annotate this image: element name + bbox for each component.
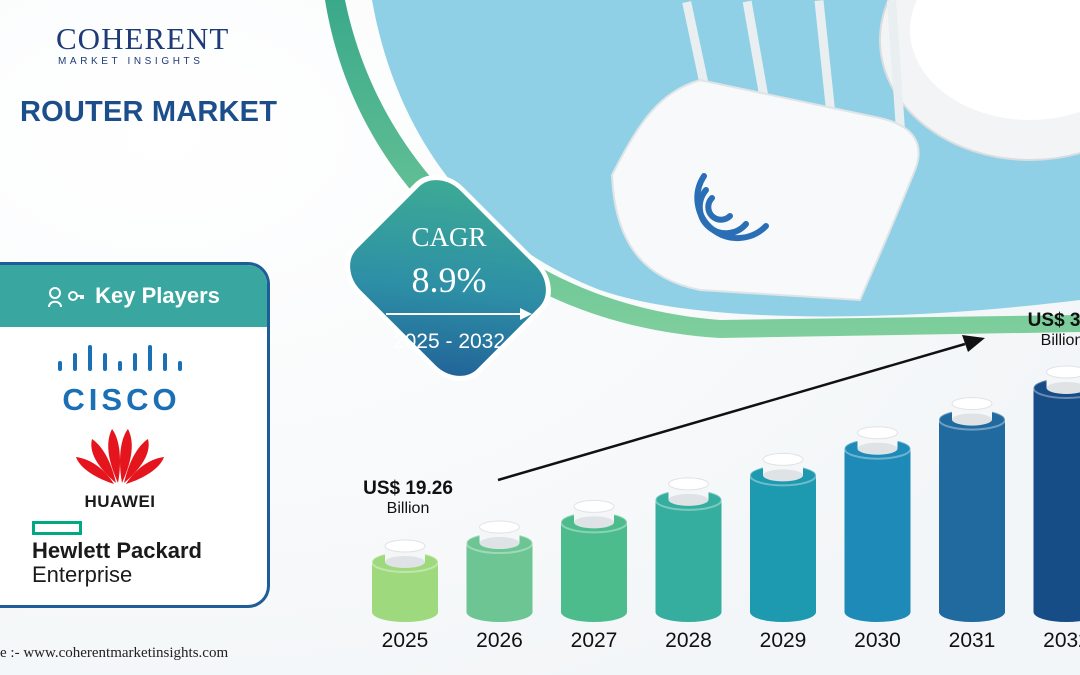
cisco-name: CISCO: [62, 382, 181, 417]
trend-arrow: [497, 342, 966, 482]
bar-2031: [938, 397, 1006, 622]
key-players-card: Key Players CISCO: [0, 262, 270, 608]
trend-arrow-head: [962, 335, 985, 352]
logo-name: COHERENT: [56, 21, 230, 56]
huawei-name: HUAWEI: [84, 492, 156, 511]
key-players-title: Key Players: [95, 283, 220, 308]
start-value-label: US$ 19.26 Billion: [348, 478, 468, 518]
cagr-value: 8.9%: [411, 260, 487, 300]
coherent-logo: COHERENT MARKET INSIGHTS: [56, 21, 266, 68]
bar-2028: [654, 477, 723, 622]
source-text: e :- www.coherentmarketinsights.com: [0, 645, 229, 661]
handshake-key-icon: [48, 287, 85, 308]
year-label-2030: 2030: [854, 629, 901, 652]
cagr-label: CAGR: [411, 222, 487, 252]
bar-2026: [465, 520, 534, 622]
bar-2027: [560, 499, 628, 622]
year-label-2032: 2032: [1043, 629, 1080, 652]
year-label-2025: 2025: [382, 629, 429, 652]
year-label-2026: 2026: [476, 629, 523, 652]
cisco-bars-icon: [58, 345, 182, 371]
router-illustration: [610, 0, 920, 302]
huawei-logo: HUAWEI: [70, 425, 170, 512]
year-label-2029: 2029: [760, 629, 807, 652]
cagr-arrow-icon: [386, 308, 532, 320]
bar-2029: [749, 452, 817, 622]
year-label-2028: 2028: [665, 629, 712, 652]
year-label-2027: 2027: [571, 629, 618, 652]
hpe-name-line2: Enterprise: [32, 562, 133, 587]
hpe-name: Hewlett Packard: [32, 538, 202, 563]
start-value: US$ 19.26: [363, 478, 453, 499]
start-unit: Billion: [386, 500, 430, 517]
huawei-petals-icon: [76, 429, 164, 484]
year-label-2031: 2031: [949, 629, 996, 652]
hpe-element-icon: [32, 521, 82, 535]
hpe-logo: Hewlett Packard Enterprise: [32, 521, 202, 587]
end-value-label: US$ 34. Billion: [992, 310, 1080, 350]
end-unit: Billion: [1040, 332, 1080, 349]
logo-subtitle: MARKET INSIGHTS: [58, 56, 204, 67]
bar-2030: [843, 426, 912, 622]
page-title: ROUTER MARKET: [20, 96, 278, 128]
end-value: US$ 34.: [1027, 310, 1080, 331]
bar-2025: [371, 539, 439, 622]
cagr-period: 2025 - 2032: [392, 330, 506, 353]
key-players-header: Key Players: [0, 265, 267, 327]
bar-2032: [1032, 365, 1080, 622]
cisco-logo: CISCO: [54, 343, 189, 418]
